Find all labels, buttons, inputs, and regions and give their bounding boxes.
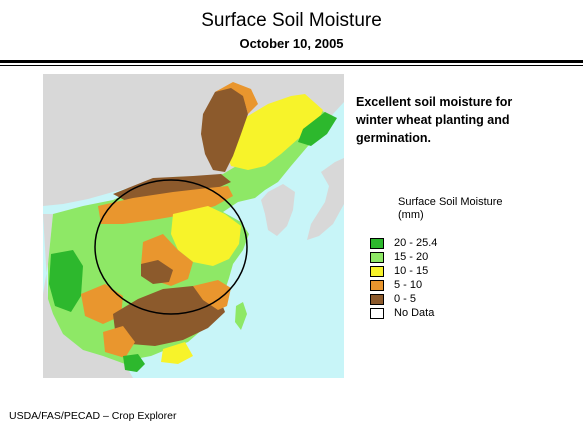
moisture-south-dry [113,286,225,346]
legend-label: 5 - 10 [394,279,423,291]
header-rule-thin [0,65,583,66]
legend-swatch [370,251,384,263]
map-date: October 10, 2005 [239,36,344,51]
moisture-southwest-orange [81,284,123,324]
legend-swatch [370,237,384,249]
moisture-northeast-yellow [223,94,323,170]
legend: 20 - 25.4 15 - 20 10 - 15 5 - 10 0 - 5 N… [370,236,437,320]
legend-item: 20 - 25.4 [370,236,437,250]
moisture-north-orange [98,186,233,224]
legend-swatch [370,279,384,291]
legend-label: 15 - 20 [394,251,429,263]
moisture-northeast-orange [215,82,258,114]
land-southwest [43,214,133,378]
legend-item: 15 - 20 [370,250,437,264]
legend-unit: (mm) [398,209,424,221]
island-hainan [123,354,145,372]
legend-label: 10 - 15 [394,265,429,277]
moisture-central-dry [141,260,173,284]
moisture-northeast-brown [201,84,248,172]
island-taiwan [235,302,247,330]
source-credit: USDA/FAS/PECAD – Crop Explorer [9,410,177,422]
legend-item: 5 - 10 [370,278,437,292]
legend-item: 10 - 15 [370,264,437,278]
annotation-line: germination. [356,131,432,145]
map-canvas [43,74,344,378]
legend-item: 0 - 5 [370,292,437,306]
legend-item: No Data [370,306,437,320]
annotation-text: Excellent soil moisture for winter wheat… [356,93,571,147]
legend-swatch [370,293,384,305]
legend-label: No Data [394,307,435,319]
highlight-ellipse [94,179,248,315]
moisture-south-orange [103,326,135,358]
moisture-southwest-green [49,250,83,312]
annotation-line: Excellent soil moisture for [356,95,513,109]
soil-moisture-map [43,74,344,378]
map-title: Surface Soil Moisture [201,10,382,31]
annotation-line: winter wheat planting and [356,113,510,127]
land-japan [307,158,344,240]
legend-swatch [370,265,384,277]
legend-label: 0 - 5 [394,293,417,305]
moisture-central-yellow [171,206,241,266]
legend-label: 20 - 25.4 [394,237,438,249]
moisture-north-band [113,174,231,202]
legend-title: Surface Soil Moisture (mm) [398,196,548,222]
moisture-southeast-orange [193,280,231,310]
header-rule-thick [0,60,583,63]
land-korea [261,184,295,236]
moisture-south-yellow [161,342,193,364]
legend-title-line: Surface Soil Moisture [398,196,503,208]
moisture-northeast-green [298,112,337,146]
legend-swatch [370,307,384,319]
